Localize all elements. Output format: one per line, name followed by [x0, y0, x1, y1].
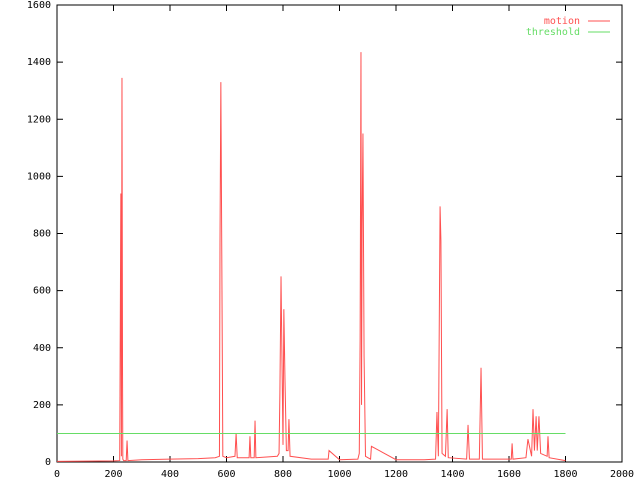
x-tick-label: 800 [274, 469, 292, 480]
x-tick-label: 1600 [497, 469, 521, 480]
y-tick-label: 1400 [27, 57, 51, 68]
y-tick-label: 1000 [27, 171, 51, 182]
y-tick-label: 800 [33, 229, 51, 240]
y-tick-label: 600 [33, 286, 51, 297]
legend-label: motion [544, 16, 580, 27]
x-tick-label: 1200 [384, 469, 408, 480]
x-tick-label: 200 [104, 469, 122, 480]
y-tick-label: 1200 [27, 114, 51, 125]
x-tick-label: 1800 [553, 469, 577, 480]
legend-label: threshold [526, 27, 580, 38]
series-line [56, 52, 566, 462]
y-tick-label: 200 [33, 400, 51, 411]
y-tick-label: 1600 [27, 0, 51, 11]
x-tick-label: 0 [54, 469, 60, 480]
x-tick-label: 2000 [610, 469, 634, 480]
x-tick-label: 400 [161, 469, 179, 480]
x-tick-label: 600 [217, 469, 235, 480]
plot-frame [56, 4, 623, 463]
y-tick-label: 0 [45, 457, 51, 468]
x-tick-label: 1400 [440, 469, 464, 480]
y-tick-label: 400 [33, 343, 51, 354]
x-tick-label: 1000 [327, 469, 351, 480]
